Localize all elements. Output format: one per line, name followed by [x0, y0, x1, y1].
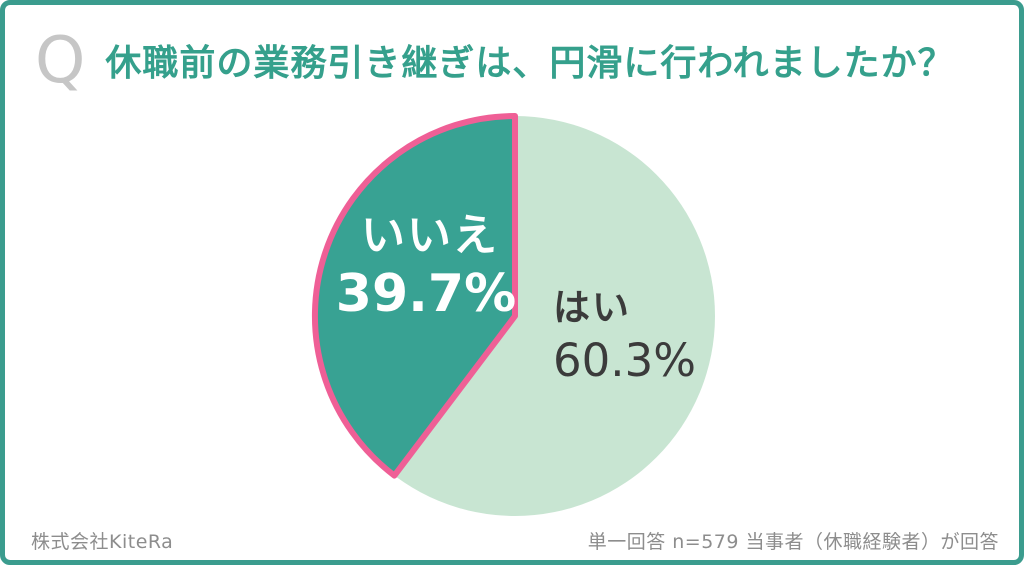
pie-chart: いいえ 39.7% はい 60.3% [310, 111, 720, 521]
slice-value-no: 39.7% [335, 264, 517, 324]
slice-value-yes: 60.3% [553, 334, 696, 387]
slice-label-yes: はい [553, 286, 631, 329]
slice-label-no: いいえ [361, 210, 499, 261]
page-title: 休職前の業務引き継ぎは、円滑に行われましたか？ [105, 43, 955, 85]
pie-chart-svg [311, 113, 715, 516]
header: Q 休職前の業務引き継ぎは、円滑に行われましたか？ [35, 29, 955, 93]
company-credit: 株式会社KiteRa [31, 531, 174, 553]
pie-slice-no [311, 113, 518, 479]
survey-note: 単一回答 n=579 当事者（休職経験者）が回答 [587, 531, 999, 553]
question-mark-icon: Q [35, 24, 86, 98]
